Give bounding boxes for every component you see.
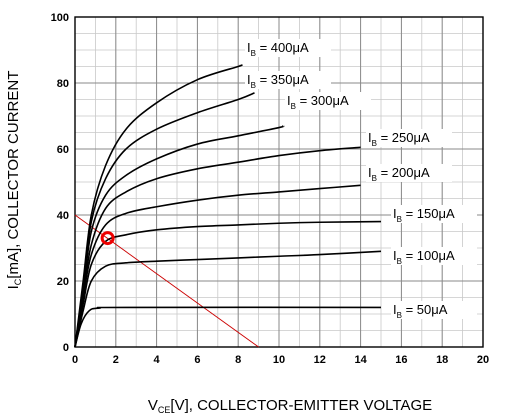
curve-label-ib-350uA: IB = 350μA [245, 71, 331, 90]
x-tick-label: 2 [113, 354, 119, 366]
curve-label-text: IB = 100μA [393, 248, 455, 266]
x-tick-label: 20 [477, 354, 489, 366]
y-axis-title: IC[mA], COLLECTOR CURRENT [5, 70, 23, 290]
y-tick-label: 0 [63, 342, 69, 354]
y-tick-label: 100 [51, 12, 69, 24]
y-tick-label: 60 [57, 144, 69, 156]
curve-label-background [391, 205, 477, 223]
curve-label-ib-300uA: IB = 300μA [285, 92, 371, 111]
curve-label-ib-100uA: IB = 100μA [391, 247, 477, 266]
x-tick-label: 10 [273, 354, 285, 366]
x-tick-label: 8 [235, 354, 241, 366]
plot-frame [74, 16, 484, 348]
curve-label-background [245, 71, 331, 89]
x-tick-label: 0 [72, 354, 78, 366]
curve-label-text: IB = 150μA [393, 206, 455, 224]
x-tick-label: 14 [354, 354, 367, 366]
curve-label-text: IB = 50μA [393, 302, 448, 320]
load-line [74, 214, 259, 348]
curve-label-background [391, 301, 477, 319]
curve-ib-50uA [74, 306, 382, 348]
curve-label-text: IB = 350μA [247, 72, 309, 90]
curve-label-ib-250uA: IB = 250μA [366, 129, 452, 148]
curve-label-text: IB = 200μA [368, 165, 430, 183]
curve-ib-150uA [74, 220, 382, 348]
curve-ib-350uA [74, 92, 255, 348]
y-tick-label: 40 [57, 210, 69, 222]
curve-label-background [391, 247, 477, 265]
operating-point-marker [100, 231, 115, 246]
curve-label-background [285, 92, 371, 110]
curve-label-text: IB = 400μA [247, 40, 309, 58]
curve-label-background [366, 129, 452, 147]
x-tick-label: 6 [194, 354, 200, 366]
curve-label-text: IB = 250μA [368, 130, 430, 148]
curve-label-ib-200uA: IB = 200μA [366, 164, 452, 183]
x-tick-label: 16 [395, 354, 407, 366]
x-tick-label: 12 [314, 354, 326, 366]
y-tick-label: 20 [57, 276, 69, 288]
curve-ib-300uA [74, 125, 285, 348]
curve-label-background [366, 164, 452, 182]
curve-ib-200uA [74, 184, 361, 348]
curve-label-ib-50uA: IB = 50μA [391, 301, 477, 320]
x-tick-label: 18 [436, 354, 448, 366]
curve-label-background [245, 39, 331, 57]
y-tick-label: 80 [57, 78, 69, 90]
curve-label-text: IB = 300μA [287, 93, 349, 111]
curve-ib-250uA [74, 146, 361, 348]
curve-label-ib-400uA: IB = 400μA [245, 39, 331, 58]
x-tick-label: 4 [154, 354, 161, 366]
x-axis-title: VCE[V], COLLECTOR-EMITTER VOLTAGE [147, 397, 433, 415]
curve-label-ib-150uA: IB = 150μA [391, 205, 477, 224]
curve-ib-100uA [74, 250, 382, 348]
